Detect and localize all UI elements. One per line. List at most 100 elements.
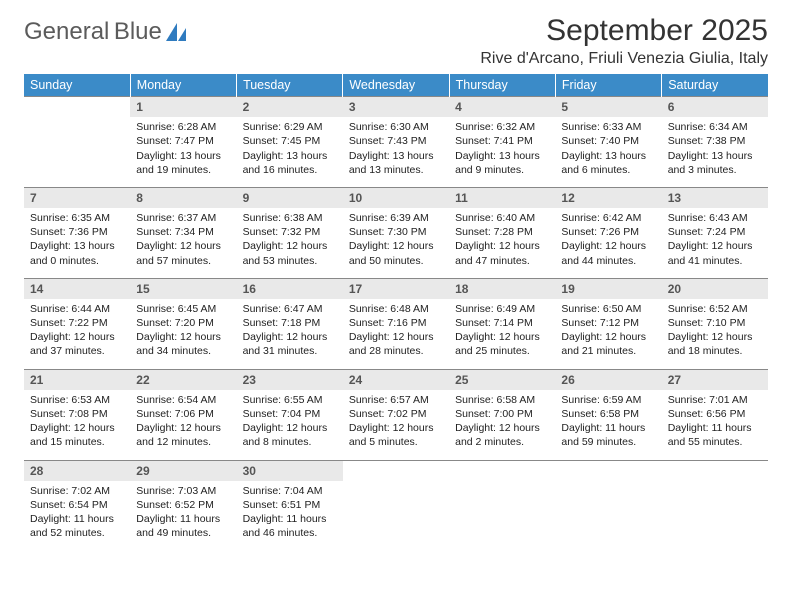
day-number-cell	[343, 460, 449, 481]
sunset-text: Sunset: 7:10 PM	[668, 316, 762, 330]
sail-icon	[166, 23, 186, 41]
sunset-text: Sunset: 7:36 PM	[30, 225, 124, 239]
sunset-text: Sunset: 7:32 PM	[243, 225, 337, 239]
day-number-cell: 20	[662, 278, 768, 299]
daylight-text: Daylight: 13 hours and 16 minutes.	[243, 149, 337, 177]
day-data-cell	[555, 481, 661, 551]
sunrise-text: Sunrise: 6:53 AM	[30, 393, 124, 407]
day-data-cell: Sunrise: 6:32 AMSunset: 7:41 PMDaylight:…	[449, 117, 555, 187]
weekday-header: Wednesday	[343, 74, 449, 97]
sunset-text: Sunset: 7:43 PM	[349, 134, 443, 148]
brand-logo: General Blue	[24, 20, 186, 44]
day-number-cell: 22	[130, 369, 236, 390]
weekday-header: Monday	[130, 74, 236, 97]
day-data-cell: Sunrise: 6:30 AMSunset: 7:43 PMDaylight:…	[343, 117, 449, 187]
sunrise-text: Sunrise: 6:58 AM	[455, 393, 549, 407]
sunrise-text: Sunrise: 6:54 AM	[136, 393, 230, 407]
daylight-text: Daylight: 12 hours and 15 minutes.	[30, 421, 124, 449]
daylight-text: Daylight: 13 hours and 3 minutes.	[668, 149, 762, 177]
daylight-text: Daylight: 12 hours and 44 minutes.	[561, 239, 655, 267]
day-number-cell: 1	[130, 97, 236, 118]
daylight-text: Daylight: 12 hours and 47 minutes.	[455, 239, 549, 267]
day-number-cell: 23	[237, 369, 343, 390]
day-data-cell: Sunrise: 6:59 AMSunset: 6:58 PMDaylight:…	[555, 390, 661, 460]
sunrise-text: Sunrise: 6:44 AM	[30, 302, 124, 316]
day-number-cell: 3	[343, 97, 449, 118]
sunrise-text: Sunrise: 7:02 AM	[30, 484, 124, 498]
day-data-cell: Sunrise: 6:49 AMSunset: 7:14 PMDaylight:…	[449, 299, 555, 369]
weekday-header: Friday	[555, 74, 661, 97]
daylight-text: Daylight: 11 hours and 59 minutes.	[561, 421, 655, 449]
daylight-text: Daylight: 13 hours and 6 minutes.	[561, 149, 655, 177]
sunset-text: Sunset: 7:22 PM	[30, 316, 124, 330]
day-number-cell: 2	[237, 97, 343, 118]
day-data-cell: Sunrise: 6:58 AMSunset: 7:00 PMDaylight:…	[449, 390, 555, 460]
sunset-text: Sunset: 6:51 PM	[243, 498, 337, 512]
weekday-header: Tuesday	[237, 74, 343, 97]
sunset-text: Sunset: 7:45 PM	[243, 134, 337, 148]
day-number-cell	[662, 460, 768, 481]
sunset-text: Sunset: 7:30 PM	[349, 225, 443, 239]
daylight-text: Daylight: 12 hours and 41 minutes.	[668, 239, 762, 267]
daylight-text: Daylight: 11 hours and 46 minutes.	[243, 512, 337, 540]
sunset-text: Sunset: 6:56 PM	[668, 407, 762, 421]
day-number-cell: 19	[555, 278, 661, 299]
sunrise-text: Sunrise: 6:33 AM	[561, 120, 655, 134]
sunrise-text: Sunrise: 6:35 AM	[30, 211, 124, 225]
sunrise-text: Sunrise: 7:04 AM	[243, 484, 337, 498]
day-number-cell: 17	[343, 278, 449, 299]
day-data-cell: Sunrise: 6:43 AMSunset: 7:24 PMDaylight:…	[662, 208, 768, 278]
daylight-text: Daylight: 12 hours and 21 minutes.	[561, 330, 655, 358]
daylight-text: Daylight: 12 hours and 53 minutes.	[243, 239, 337, 267]
day-number-cell: 29	[130, 460, 236, 481]
sunset-text: Sunset: 7:16 PM	[349, 316, 443, 330]
sunset-text: Sunset: 7:41 PM	[455, 134, 549, 148]
sunset-text: Sunset: 7:28 PM	[455, 225, 549, 239]
day-number-row: 282930	[24, 460, 768, 481]
daylight-text: Daylight: 12 hours and 50 minutes.	[349, 239, 443, 267]
day-data-cell: Sunrise: 7:01 AMSunset: 6:56 PMDaylight:…	[662, 390, 768, 460]
sunrise-text: Sunrise: 6:38 AM	[243, 211, 337, 225]
day-number-row: 78910111213	[24, 187, 768, 208]
day-data-cell: Sunrise: 6:35 AMSunset: 7:36 PMDaylight:…	[24, 208, 130, 278]
sunset-text: Sunset: 7:26 PM	[561, 225, 655, 239]
daylight-text: Daylight: 11 hours and 49 minutes.	[136, 512, 230, 540]
sunrise-text: Sunrise: 7:01 AM	[668, 393, 762, 407]
daylight-text: Daylight: 13 hours and 13 minutes.	[349, 149, 443, 177]
sunrise-text: Sunrise: 6:42 AM	[561, 211, 655, 225]
daylight-text: Daylight: 12 hours and 37 minutes.	[30, 330, 124, 358]
daylight-text: Daylight: 11 hours and 52 minutes.	[30, 512, 124, 540]
day-number-cell: 8	[130, 187, 236, 208]
day-data-cell: Sunrise: 6:45 AMSunset: 7:20 PMDaylight:…	[130, 299, 236, 369]
daylight-text: Daylight: 13 hours and 19 minutes.	[136, 149, 230, 177]
sunset-text: Sunset: 7:08 PM	[30, 407, 124, 421]
sunrise-text: Sunrise: 6:52 AM	[668, 302, 762, 316]
daylight-text: Daylight: 11 hours and 55 minutes.	[668, 421, 762, 449]
sunrise-text: Sunrise: 6:57 AM	[349, 393, 443, 407]
sunrise-text: Sunrise: 6:50 AM	[561, 302, 655, 316]
day-number-cell: 27	[662, 369, 768, 390]
page-title: September 2025	[480, 14, 768, 48]
day-data-cell: Sunrise: 6:37 AMSunset: 7:34 PMDaylight:…	[130, 208, 236, 278]
day-number-cell: 12	[555, 187, 661, 208]
sunset-text: Sunset: 7:47 PM	[136, 134, 230, 148]
day-number-row: 123456	[24, 97, 768, 118]
day-number-cell: 16	[237, 278, 343, 299]
day-data-cell: Sunrise: 6:53 AMSunset: 7:08 PMDaylight:…	[24, 390, 130, 460]
daylight-text: Daylight: 13 hours and 9 minutes.	[455, 149, 549, 177]
day-number-cell: 26	[555, 369, 661, 390]
daylight-text: Daylight: 12 hours and 5 minutes.	[349, 421, 443, 449]
sunset-text: Sunset: 7:14 PM	[455, 316, 549, 330]
day-data-cell: Sunrise: 7:02 AMSunset: 6:54 PMDaylight:…	[24, 481, 130, 551]
weekday-header: Sunday	[24, 74, 130, 97]
day-number-cell: 13	[662, 187, 768, 208]
day-data-cell: Sunrise: 6:42 AMSunset: 7:26 PMDaylight:…	[555, 208, 661, 278]
daylight-text: Daylight: 12 hours and 31 minutes.	[243, 330, 337, 358]
day-data-cell: Sunrise: 6:39 AMSunset: 7:30 PMDaylight:…	[343, 208, 449, 278]
header: General Blue September 2025 Rive d'Arcan…	[24, 14, 768, 68]
day-number-cell: 11	[449, 187, 555, 208]
day-number-cell: 21	[24, 369, 130, 390]
sunset-text: Sunset: 6:52 PM	[136, 498, 230, 512]
day-number-cell	[555, 460, 661, 481]
sunrise-text: Sunrise: 6:34 AM	[668, 120, 762, 134]
